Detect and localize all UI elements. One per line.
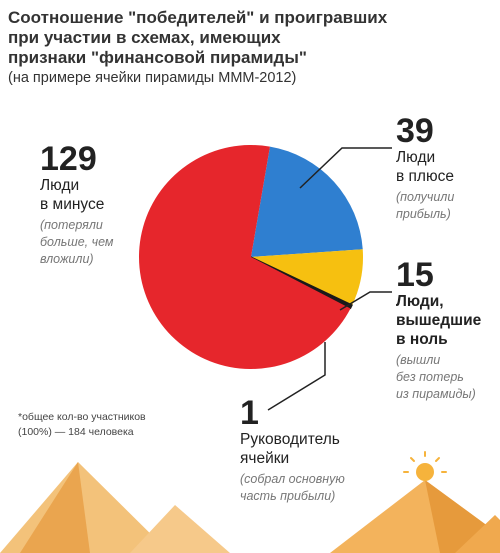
leader-line-leader: [267, 342, 326, 411]
leader-line-gainers: [299, 147, 392, 189]
sun-icon: [403, 451, 447, 481]
slice-label-leader: Руководитель ячейки: [240, 431, 340, 467]
slice-value-gainers: 39: [396, 112, 434, 150]
slice-note-gainers: (получили прибыль): [396, 190, 455, 221]
pie-slice-gainers: [251, 146, 363, 257]
leader-line-even: [339, 291, 392, 311]
slice-value-losers: 129: [40, 140, 97, 178]
label-gainers: 39 Люди в плюсе (получили прибыль): [396, 114, 454, 223]
slice-label-gainers: Люди в плюсе: [396, 149, 454, 185]
pie-slices: [139, 144, 363, 369]
footnote: *общее кол-во участников (100%) — 184 че…: [18, 411, 146, 438]
slice-note-even: (вышли без потерь из пирамиды): [396, 353, 476, 401]
pie-slice-losers: [139, 144, 351, 369]
slice-label-even: Люди, вышедшие в ноль: [396, 293, 482, 348]
label-losers: 129 Люди в минусе (потеряли больше, чем …: [40, 142, 113, 268]
pyramid-left-front: [20, 462, 90, 553]
slice-value-leader: 1: [240, 394, 259, 432]
pie-slice-leader: [250, 256, 353, 310]
slice-value-even: 15: [396, 256, 434, 294]
chart-title: Соотношение "победителей" и проигравших …: [8, 8, 388, 67]
pyramid-left-small: [130, 505, 230, 553]
slice-note-losers: (потеряли больше, чем вложили): [40, 218, 114, 266]
label-even: 15 Люди, вышедшие в ноль (вышли без поте…: [396, 258, 481, 403]
label-leader: 1 Руководитель ячейки (собрал основную ч…: [240, 396, 345, 505]
slice-label-losers: Люди в минусе: [40, 177, 105, 213]
chart-title-block: Соотношение "победителей" и проигравших …: [8, 8, 478, 87]
pyramid-right-back: [455, 515, 500, 553]
chart-subtitle: (на примере ячейки пирамиды МММ-2012): [8, 70, 297, 86]
slice-note-leader: (собрал основную часть прибыли): [240, 472, 345, 503]
pie-slice-even: [251, 249, 363, 306]
